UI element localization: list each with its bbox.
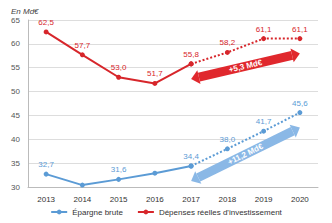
svg-text:2019: 2019 bbox=[255, 195, 273, 204]
svg-text:57,7: 57,7 bbox=[75, 41, 91, 50]
svg-text:2016: 2016 bbox=[146, 195, 164, 204]
svg-text:2017: 2017 bbox=[182, 195, 200, 204]
svg-text:50: 50 bbox=[11, 87, 20, 96]
svg-text:51,7: 51,7 bbox=[147, 69, 163, 78]
svg-text:62,5: 62,5 bbox=[38, 18, 54, 27]
svg-text:2020: 2020 bbox=[291, 195, 309, 204]
svg-text:41,7: 41,7 bbox=[256, 117, 272, 126]
svg-text:55: 55 bbox=[11, 63, 20, 72]
svg-text:65: 65 bbox=[11, 16, 20, 25]
svg-text:53,0: 53,0 bbox=[111, 63, 127, 72]
svg-text:En Md€: En Md€ bbox=[11, 7, 39, 16]
svg-text:61,1: 61,1 bbox=[292, 25, 308, 34]
svg-text:Épargne brute: Épargne brute bbox=[72, 208, 123, 217]
svg-text:2018: 2018 bbox=[218, 195, 236, 204]
svg-text:2014: 2014 bbox=[73, 195, 91, 204]
svg-text:45,6: 45,6 bbox=[292, 99, 308, 108]
svg-text:30: 30 bbox=[11, 183, 20, 192]
svg-text:+5,3 Md€: +5,3 Md€ bbox=[228, 58, 264, 75]
svg-text:+11,2 Md€: +11,2 Md€ bbox=[226, 142, 265, 167]
svg-text:34,4: 34,4 bbox=[183, 152, 199, 161]
svg-text:2015: 2015 bbox=[110, 195, 128, 204]
svg-text:60: 60 bbox=[11, 39, 20, 48]
svg-text:40: 40 bbox=[11, 135, 20, 144]
svg-text:Dépenses réelles d'investissem: Dépenses réelles d'investissement bbox=[159, 208, 283, 217]
svg-text:55,8: 55,8 bbox=[183, 50, 199, 59]
svg-text:31,6: 31,6 bbox=[111, 165, 127, 174]
svg-text:2013: 2013 bbox=[37, 195, 55, 204]
svg-text:35: 35 bbox=[11, 159, 20, 168]
svg-text:38,0: 38,0 bbox=[220, 135, 236, 144]
svg-text:61,1: 61,1 bbox=[256, 25, 272, 34]
svg-text:58,2: 58,2 bbox=[220, 38, 236, 47]
svg-text:32,7: 32,7 bbox=[38, 160, 54, 169]
svg-text:45: 45 bbox=[11, 111, 20, 120]
